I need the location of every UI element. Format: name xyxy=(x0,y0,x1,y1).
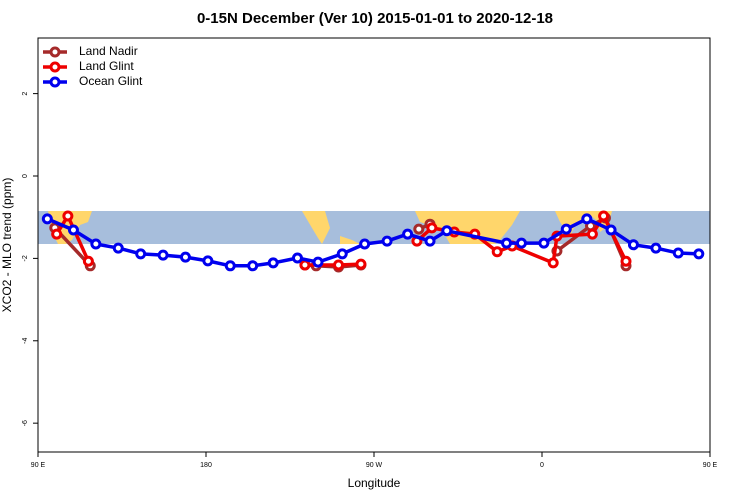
point xyxy=(333,259,345,271)
point xyxy=(312,256,324,268)
point xyxy=(82,255,94,267)
land xyxy=(415,211,520,244)
x-tick-label: 90 E xyxy=(703,462,718,469)
legend-label: Land Glint xyxy=(79,59,134,73)
point xyxy=(112,242,124,254)
point xyxy=(501,237,513,249)
point xyxy=(336,248,348,260)
point xyxy=(581,213,593,225)
point xyxy=(267,257,279,269)
point xyxy=(291,252,303,264)
point xyxy=(426,222,438,234)
y-tick-label: -4 xyxy=(22,338,29,344)
point xyxy=(547,257,559,269)
point xyxy=(598,210,610,222)
point xyxy=(538,237,550,249)
x-tick-label: 90 E xyxy=(31,462,46,469)
point xyxy=(355,258,367,270)
series xyxy=(51,210,632,271)
x-tick-label: 180 xyxy=(200,462,212,469)
point xyxy=(202,255,214,267)
legend-marker xyxy=(49,76,61,88)
point xyxy=(51,228,63,240)
land xyxy=(302,211,330,244)
point xyxy=(650,242,662,254)
point xyxy=(586,228,598,240)
point xyxy=(424,235,436,247)
x-tick-label: 90 W xyxy=(366,462,383,469)
y-tick-label: -2 xyxy=(22,255,29,261)
point xyxy=(413,223,425,235)
y-tick-label: 2 xyxy=(22,92,29,96)
point xyxy=(381,235,393,247)
plot-frame xyxy=(37,37,711,453)
point xyxy=(560,223,572,235)
point xyxy=(62,210,74,222)
point xyxy=(157,249,169,261)
series xyxy=(41,213,705,272)
legend-label: Ocean Glint xyxy=(79,74,143,88)
y-tick-label: -6 xyxy=(22,420,29,426)
point xyxy=(224,260,236,272)
y-tick-label: 0 xyxy=(22,174,29,178)
point xyxy=(515,237,527,249)
point xyxy=(491,246,503,258)
point xyxy=(247,260,259,272)
legend-marker xyxy=(49,61,61,73)
x-axis-label: Longitude xyxy=(348,476,401,490)
point xyxy=(359,238,371,250)
point xyxy=(135,248,147,260)
land xyxy=(340,236,360,244)
y-axis-label: XCO2 - MLO trend (ppm) xyxy=(0,178,14,313)
point xyxy=(299,259,311,271)
point xyxy=(693,248,705,260)
point xyxy=(441,225,453,237)
legend-marker xyxy=(49,46,61,58)
point xyxy=(620,255,632,267)
point xyxy=(90,238,102,250)
point xyxy=(627,239,639,251)
point xyxy=(605,224,617,236)
x-tick-label: 0 xyxy=(540,462,544,469)
legend-label: Land Nadir xyxy=(79,44,138,58)
point xyxy=(41,213,53,225)
point xyxy=(67,224,79,236)
point xyxy=(179,251,191,263)
point xyxy=(672,247,684,259)
point xyxy=(402,228,414,240)
chart-title: 0-15N December (Ver 10) 2015-01-01 to 20… xyxy=(197,10,553,27)
